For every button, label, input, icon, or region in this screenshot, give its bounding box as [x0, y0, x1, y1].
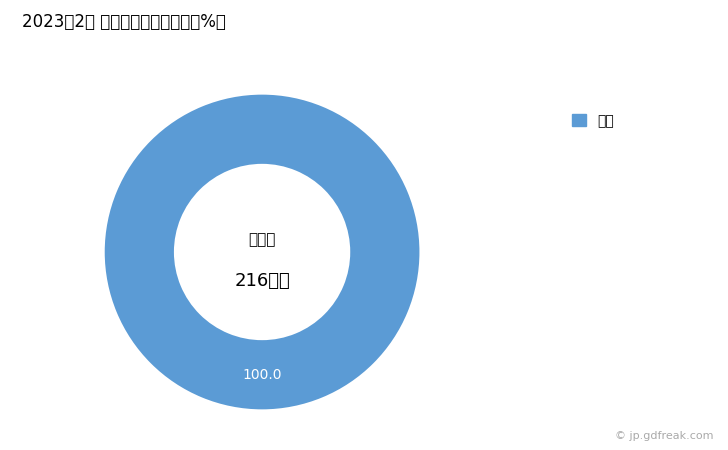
- Text: 総　額: 総 額: [248, 232, 276, 247]
- Text: 216万円: 216万円: [234, 271, 290, 289]
- Wedge shape: [103, 94, 421, 410]
- Text: 100.0: 100.0: [242, 368, 282, 382]
- Legend: 中国: 中国: [566, 108, 620, 134]
- Text: 2023年2月 輸出相手国のシェア（%）: 2023年2月 輸出相手国のシェア（%）: [22, 14, 226, 32]
- Text: © jp.gdfreak.com: © jp.gdfreak.com: [615, 431, 713, 441]
